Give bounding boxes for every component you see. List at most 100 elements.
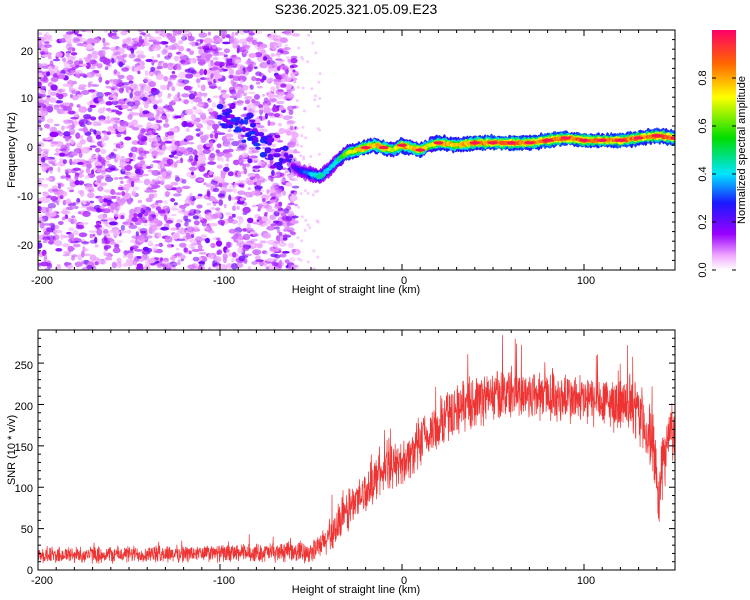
noise-blob [301,57,305,61]
noise-blob [239,38,247,44]
noise-blob [211,44,217,49]
noise-blob [254,52,263,58]
noise-blob [186,226,195,233]
noise-blob [231,205,237,211]
noise-blob [208,115,216,120]
noise-blob [185,135,194,141]
noise-blob [258,104,264,109]
noise-blob [275,61,283,65]
colorbar-tick-label-1: 0.2 [697,214,709,229]
noise-blob [150,66,156,72]
noise-blob [117,74,125,79]
noise-blob [101,142,107,147]
noise-blob [316,104,320,108]
noise-blob [131,112,140,116]
noise-blob [213,255,222,263]
noise-blob [43,41,50,44]
noise-blob [103,42,110,46]
noise-blob [257,243,263,248]
noise-blob [152,45,161,52]
noise-blob [91,169,95,175]
noise-blob [100,148,107,155]
noise-blob [63,251,72,255]
noise-blob [112,78,119,85]
noise-blob [181,120,188,128]
noise-blob [139,107,143,114]
noise-blob [55,248,63,252]
noise-blob [203,37,213,45]
noise-blob [42,239,48,244]
noise-blob [143,114,150,118]
ridge-peak [488,141,498,145]
noise-blob [111,35,120,40]
noise-blob [222,143,228,147]
noise-blob [233,59,242,64]
noise-blob [232,92,241,99]
ridge-peak [433,141,444,145]
noise-blob [129,92,133,99]
noise-blob [194,196,202,199]
noise-blob [262,194,271,198]
noise-blob [67,47,76,52]
noise-blob [68,227,75,232]
noise-blob [53,152,61,156]
noise-blob [139,32,146,35]
noise-blob [192,149,198,157]
noise-blob [63,125,73,129]
noise-blob [228,228,236,234]
noise-blob [79,119,89,125]
noise-blob [138,35,143,43]
noise-blob [282,145,289,152]
noise-blob [151,151,159,155]
noise-blob [268,64,272,69]
noise-blob [40,148,50,152]
noise-blob [269,156,274,161]
noise-blob [67,110,76,115]
noise-blob [263,205,273,210]
noise-blob [64,105,72,112]
noise-blob [39,85,47,90]
noise-blob [137,156,144,161]
noise-blob [278,232,283,237]
noise-blob [248,91,256,95]
noise-blob [50,141,59,145]
noise-blob [312,249,316,253]
noise-blob [89,254,97,261]
noise-blob [46,71,51,77]
noise-blob [254,94,260,100]
bottom-xtick-label-3: 100 [577,575,595,587]
noise-blob [228,185,237,190]
noise-blob [280,178,286,183]
noise-blob [104,220,109,227]
noise-blob [302,109,306,113]
noise-blob [288,257,296,263]
noise-blob [284,44,288,47]
noise-blob [131,140,140,145]
noise-blob [218,100,223,105]
noise-blob [280,83,287,88]
noise-blob [176,219,183,224]
noise-blob [287,210,295,217]
noise-blob [163,214,168,221]
noise-blob [60,175,66,179]
noise-blob [73,158,82,162]
noise-blob [136,256,142,259]
noise-blob [220,172,226,179]
noise-blob [196,78,201,84]
noise-blob [169,108,174,112]
noise-blob [71,215,76,219]
noise-blob [306,223,310,227]
noise-blob [249,84,254,90]
noise-blob [211,213,219,220]
noise-blob [279,253,287,258]
noise-blob [218,183,223,188]
noise-blob [170,227,177,231]
noise-blob [78,63,88,67]
noise-blob [173,156,179,159]
noise-blob [111,30,119,33]
noise-blob [129,125,135,129]
noise-blob [225,157,230,162]
noise-blob [181,79,190,84]
noise-blob [121,67,129,72]
noise-blob [93,102,100,106]
